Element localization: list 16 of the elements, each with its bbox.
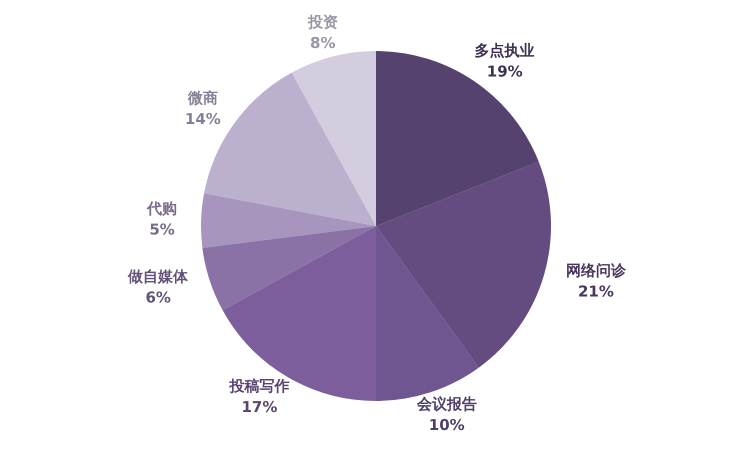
slice-label: 做自媒体 [127, 267, 190, 286]
data-label: 6% [145, 288, 171, 306]
data-label: 8% [310, 34, 336, 52]
slice-label: 多点执业 [474, 41, 535, 60]
slice-label: 投稿写作 [228, 377, 290, 396]
data-label: 17% [241, 398, 278, 416]
data-label: 14% [184, 110, 221, 128]
slice-label: 会议报告 [416, 395, 477, 414]
slice-label: 网络问诊 [566, 261, 627, 280]
data-label: 10% [428, 416, 465, 434]
slice-label: 微商 [186, 88, 218, 107]
slice-label: 代购 [146, 200, 178, 218]
data-label: 21% [578, 282, 614, 300]
slice-label: 投资 [306, 13, 338, 32]
data-label: 5% [149, 220, 175, 239]
data-label: 19% [486, 62, 523, 80]
